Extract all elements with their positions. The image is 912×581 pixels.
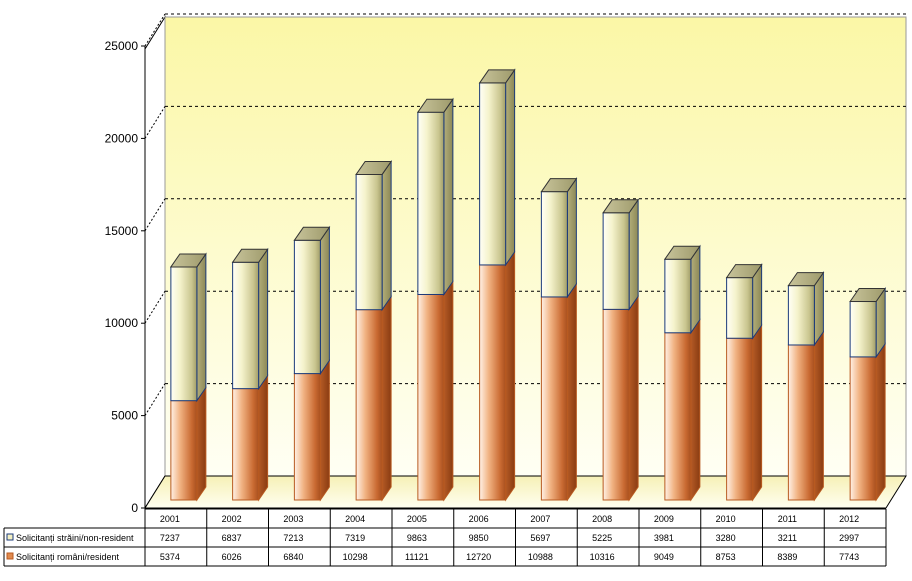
table-cell-value: 5374 <box>160 552 180 562</box>
bar-2005-series-1 <box>418 99 453 294</box>
table-cell-value: 7743 <box>839 552 859 562</box>
table-row-label: Solicitanți români/resident <box>16 552 120 562</box>
table-header-year: 2009 <box>654 514 674 524</box>
y-tick-label: 15000 <box>105 224 139 238</box>
bar-2004-series-1 <box>356 161 391 309</box>
bar-2012-series-1 <box>850 289 885 357</box>
table-cell-value: 10316 <box>590 552 615 562</box>
bar-2011-series-1 <box>788 273 823 345</box>
table-header-year: 2002 <box>222 514 242 524</box>
table-cell-value: 9863 <box>407 533 427 543</box>
table-header-year: 2003 <box>283 514 303 524</box>
y-tick-label: 0 <box>131 501 138 515</box>
table-cell-value: 3211 <box>778 533 797 543</box>
y-tick-label: 25000 <box>105 39 139 53</box>
table-header-year: 2005 <box>407 514 427 524</box>
table-cell-value: 7319 <box>345 533 365 543</box>
bar-2010-series-1 <box>727 265 762 339</box>
legend-key <box>7 534 13 540</box>
table-header-year: 2004 <box>345 514 365 524</box>
bar-2009-series-1 <box>665 246 700 333</box>
table-cell-value: 5697 <box>530 533 550 543</box>
y-axis: 0 5000 10000 15000 20000 25000 <box>105 39 145 515</box>
table-cell-value: 11121 <box>405 552 429 562</box>
table-row-label: Solicitanți străini/non-resident <box>16 533 134 543</box>
table-header-year: 2011 <box>778 514 797 524</box>
table-cell-value: 9850 <box>469 533 489 543</box>
data-table: 2001 2002 2003 2004 2005 2006 2007 2008 2009 2010… <box>4 509 886 566</box>
table-cell-value: 8389 <box>777 552 797 562</box>
table-cell-value: 7213 <box>283 533 303 543</box>
table-cell-value: 3280 <box>716 533 736 543</box>
table-cell-value: 8753 <box>716 552 736 562</box>
legend-key <box>7 553 13 559</box>
table-header-year: 2007 <box>530 514 550 524</box>
bar-2004-series-0 <box>356 297 391 500</box>
table-header-year: 2001 <box>160 514 180 524</box>
y-tick-label: 5000 <box>111 409 138 423</box>
bar-2003-series-0 <box>294 361 329 500</box>
bar-2010-series-0 <box>727 325 762 500</box>
table-header-year: 2008 <box>592 514 612 524</box>
table-cell-value: 10298 <box>343 552 368 562</box>
side-wall <box>145 17 165 508</box>
bar-2009-series-0 <box>665 320 700 500</box>
bar-2002-series-1 <box>233 249 268 388</box>
table-cell-value: 6837 <box>222 533 242 543</box>
y-tick-label: 10000 <box>105 316 139 330</box>
table-cell-value: 6026 <box>222 552 242 562</box>
bar-2001-series-0 <box>171 388 206 500</box>
bar-2006-series-0 <box>480 252 515 500</box>
table-cell-value: 5225 <box>592 533 612 543</box>
table-cell-value: 2997 <box>839 533 859 543</box>
table-header-year: 2006 <box>469 514 489 524</box>
table-cell-value: 3981 <box>654 533 674 543</box>
table-header-year: 2010 <box>716 514 736 524</box>
bar-2008-series-1 <box>603 200 638 310</box>
bar-2003-series-1 <box>294 227 329 373</box>
table-cell-value: 7237 <box>160 533 180 543</box>
table-cell-value: 6840 <box>283 552 303 562</box>
y-tick-label: 20000 <box>105 131 139 145</box>
bar-2001-series-1 <box>171 254 206 401</box>
bar-2006-series-1 <box>480 70 515 265</box>
bar-2005-series-0 <box>418 281 453 500</box>
table-cell-value: 9049 <box>654 552 674 562</box>
table-cell-value: 12720 <box>466 552 491 562</box>
bar-2007-series-0 <box>541 284 576 500</box>
bar-2002-series-0 <box>233 376 268 500</box>
bar-2007-series-1 <box>541 179 576 297</box>
bar-2011-series-0 <box>788 332 823 500</box>
bar-2008-series-0 <box>603 296 638 500</box>
table-cell-value: 10988 <box>528 552 553 562</box>
bar-2012-series-0 <box>850 344 885 500</box>
table-header-year: 2012 <box>839 514 859 524</box>
